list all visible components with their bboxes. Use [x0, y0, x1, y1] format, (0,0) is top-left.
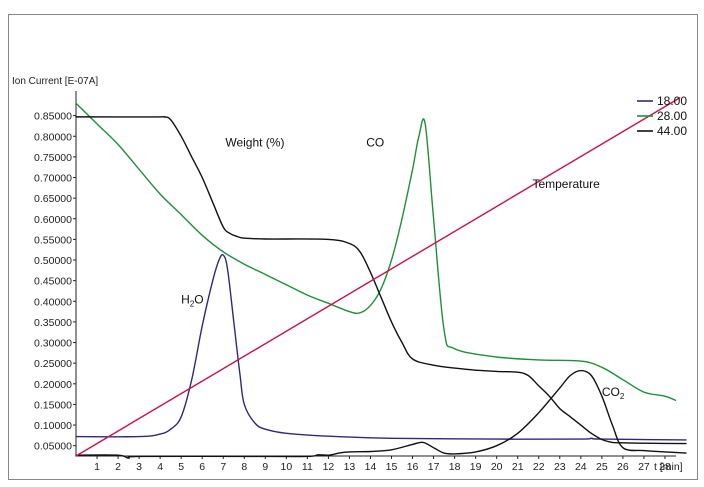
- temperature-line: [75, 97, 681, 457]
- x-tick-label: 19: [470, 461, 482, 473]
- x-tick-label: 20: [491, 461, 503, 473]
- annotation-layer: Weight (%) CO Temperature H2O CO2: [181, 136, 625, 402]
- y-tick-label: 0.80000: [34, 131, 72, 143]
- y-tick-label: 0.60000: [34, 214, 72, 226]
- x-tick-label: 9: [262, 461, 268, 473]
- x-tick-label: 18: [449, 461, 461, 473]
- y-tick-label: 0.25000: [34, 358, 72, 370]
- y-tick-label: 0.10000: [34, 420, 72, 432]
- x-tick-label: 21: [512, 461, 524, 473]
- legend-label: 44.00: [657, 124, 687, 138]
- series-layer: [75, 97, 687, 459]
- co2-label: CO2: [602, 385, 625, 401]
- x-tick-label: 25: [596, 461, 608, 473]
- weight-curve: [75, 115, 687, 445]
- legend-label: 18.00: [657, 94, 687, 108]
- y-tick-label: 0.05000: [34, 441, 72, 453]
- series-28-line: [75, 102, 677, 401]
- y-tick-label: 0.30000: [34, 338, 72, 350]
- x-tick-label: 1: [94, 461, 100, 473]
- y-tick-label: 0.50000: [34, 255, 72, 267]
- x-tick-label: 2: [115, 461, 121, 473]
- y-tick-label: 0.20000: [34, 379, 72, 391]
- x-tick-label: 7: [220, 461, 226, 473]
- x-tick-label: 24: [575, 461, 587, 473]
- x-tick-label: 15: [386, 461, 398, 473]
- x-tick-label: 23: [554, 461, 566, 473]
- x-tick-label: 13: [344, 461, 356, 473]
- co-label: CO: [366, 136, 384, 150]
- series-18-line: [75, 253, 687, 441]
- x-tick-label: 5: [178, 461, 184, 473]
- x-tick-label: 16: [407, 461, 419, 473]
- ion-current-chart: Ion Current [E-07A] 0.05000 0.10000 0.15000…: [12, 76, 687, 473]
- x-tick-label: 10: [281, 461, 293, 473]
- x-tick-label: 17: [428, 461, 440, 473]
- temperature-label: Temperature: [532, 177, 600, 191]
- y-tick-label: 0.45000: [34, 276, 72, 288]
- x-tick-label: 22: [533, 461, 545, 473]
- x-axis-title: t [min]: [654, 461, 683, 473]
- h2o-label: H2O: [181, 292, 203, 308]
- y-tick-label: 0.55000: [34, 234, 72, 246]
- x-tick-label: 3: [136, 461, 142, 473]
- y-tick-label: 0.75000: [34, 152, 72, 164]
- chart-frame: Ion Current [E-07A] 0.05000 0.10000 0.15000…: [8, 14, 698, 480]
- x-tick-label: 11: [302, 461, 313, 473]
- x-tick-label: 14: [365, 461, 377, 473]
- y-tick-label: 0.85000: [34, 111, 72, 123]
- y-tick-label: 0.15000: [34, 399, 72, 411]
- x-tick-label: 28: [659, 461, 671, 473]
- x-tick-label: 27: [638, 461, 650, 473]
- y-axis-title: Ion Current [E-07A]: [12, 76, 98, 87]
- x-tick-label: 4: [157, 461, 163, 473]
- y-tick-label: 0.35000: [34, 317, 72, 329]
- x-tick-label: 8: [241, 461, 247, 473]
- y-tick-label: 0.40000: [34, 296, 72, 308]
- y-tick-label: 0.65000: [34, 193, 72, 205]
- legend-label: 28.00: [657, 109, 687, 123]
- x-tick-label: 26: [617, 461, 629, 473]
- x-tick-label: 6: [199, 461, 205, 473]
- x-tick-label: 12: [323, 461, 335, 473]
- axes-layer: Ion Current [E-07A] 0.05000 0.10000 0.15000…: [12, 76, 683, 473]
- weight-label: Weight (%): [225, 136, 284, 150]
- y-tick-label: 0.70000: [34, 173, 72, 185]
- series-44-line: [75, 369, 687, 459]
